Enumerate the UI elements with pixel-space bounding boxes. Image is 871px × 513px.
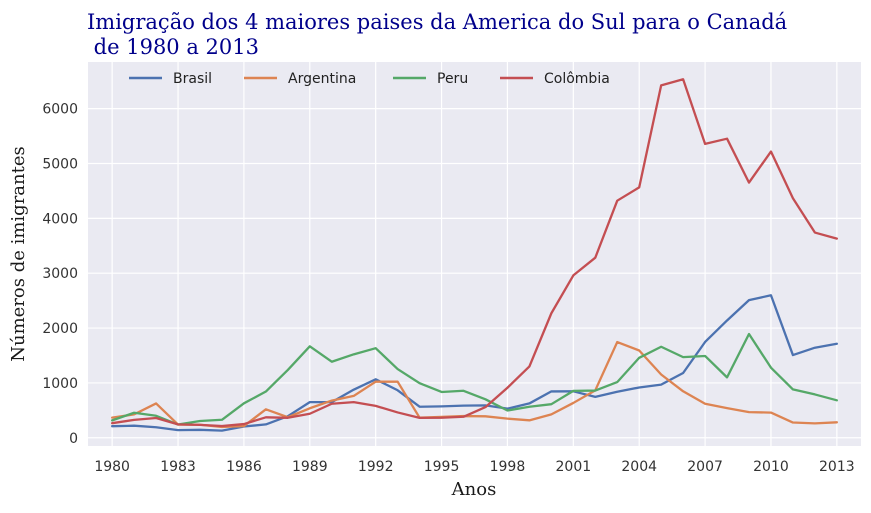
chart-title-line-2: de 1980 a 2013 — [87, 35, 259, 59]
x-tick-label: 2001 — [556, 459, 592, 475]
x-tick-label: 1989 — [292, 459, 328, 475]
legend-label: Argentina — [288, 71, 356, 87]
x-tick-label: 1980 — [94, 459, 130, 475]
series-lines — [111, 78, 838, 432]
series-line-colômbia — [111, 78, 838, 428]
plot-area — [88, 62, 861, 446]
series-line-argentina — [111, 340, 838, 429]
y-axis-label: Números de imigrantes — [8, 146, 29, 362]
grid-lines — [88, 62, 861, 446]
series-line-peru — [111, 332, 838, 426]
y-tick-label: 4000 — [42, 211, 78, 227]
legend-label: Peru — [437, 71, 468, 87]
x-axis-label: Anos — [451, 479, 497, 500]
x-tick-label: 1986 — [226, 459, 262, 475]
y-tick-label: 1000 — [42, 376, 78, 392]
x-tick-label: 1995 — [424, 459, 460, 475]
x-tick-label: 2007 — [687, 459, 723, 475]
x-axis-ticks: 1980 1983 1986 1989 1992 1995 1998 2001 2004 2007… — [94, 459, 854, 475]
x-tick-label: 2013 — [819, 459, 855, 475]
y-tick-label: 2000 — [42, 321, 78, 337]
x-tick-label: 2010 — [753, 459, 789, 475]
legend-label: Brasil — [173, 71, 212, 87]
series-line-brasil — [111, 294, 838, 432]
legend: Brasil Argentina Peru Colômbia — [129, 71, 610, 87]
y-tick-label: 5000 — [42, 156, 78, 172]
x-tick-label: 1983 — [160, 459, 196, 475]
y-tick-label: 0 — [69, 431, 78, 447]
legend-label: Colômbia — [544, 71, 610, 87]
x-tick-label: 2004 — [621, 459, 657, 475]
chart-title-line-1: Imigração dos 4 maiores paises da Americ… — [87, 10, 787, 34]
x-tick-label: 1992 — [358, 459, 394, 475]
x-tick-label: 1998 — [490, 459, 526, 475]
y-tick-label: 3000 — [42, 266, 78, 282]
y-axis-ticks: 0 1000 2000 3000 4000 5000 6000 — [42, 102, 78, 447]
y-tick-label: 6000 — [42, 102, 78, 118]
